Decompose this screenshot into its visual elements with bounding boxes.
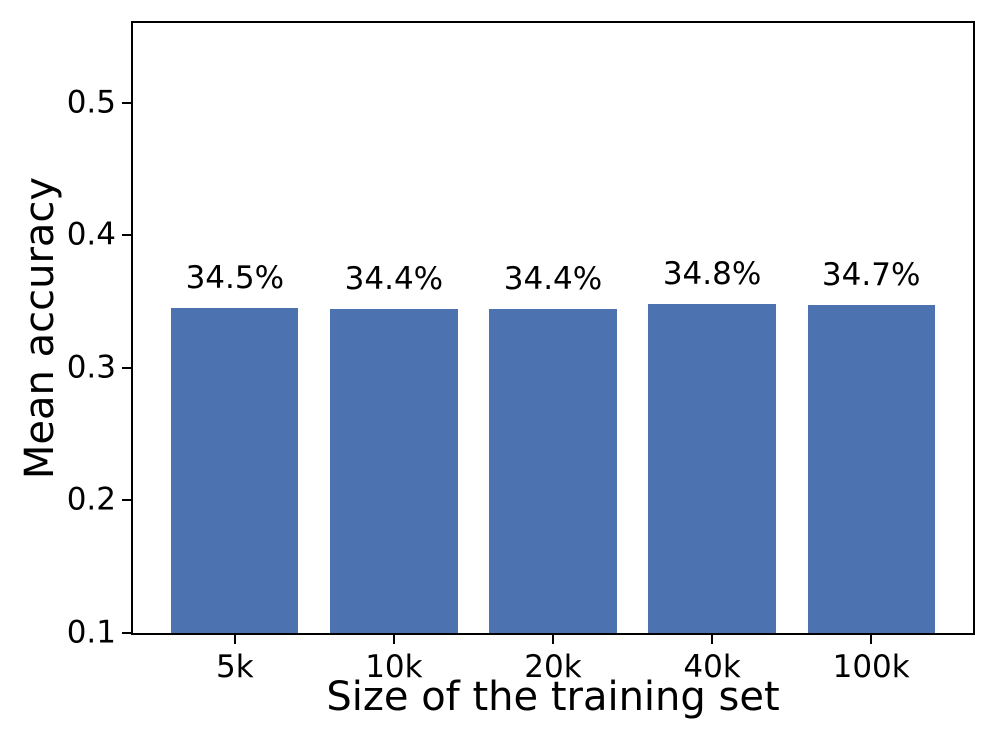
x-axis-tick — [711, 635, 714, 644]
y-tick-label: 0.4 — [66, 216, 116, 253]
bar — [807, 305, 935, 633]
bar — [489, 309, 617, 633]
y-axis-tick — [122, 234, 131, 237]
x-tick-label: 40k — [683, 649, 741, 685]
bar-value-label: 34.8% — [662, 256, 762, 293]
bar-value-label: 34.4% — [503, 261, 603, 298]
plot-area: 0.1 0.2 0.3 0.4 0.5 34.5% 5k 34.4% 10k 34.4% 20k 34… — [67, 21, 975, 685]
y-tick-label: 0.1 — [66, 614, 116, 651]
y-axis-tick — [122, 101, 131, 104]
x-tick-label: 10k — [365, 649, 423, 685]
y-axis-tick — [122, 499, 131, 502]
bar — [171, 308, 299, 633]
x-axis-tick — [552, 635, 554, 644]
y-axis-label: Mean accuracy — [17, 176, 63, 480]
bar-value-label: 34.7% — [821, 257, 921, 294]
x-tick-label: 5k — [215, 649, 254, 685]
x-axis-tick — [233, 635, 236, 644]
bar-value-label: 34.4% — [344, 261, 444, 298]
x-tick-label: 20k — [524, 649, 582, 685]
x-axis-label: Size of the training set — [326, 674, 780, 720]
y-axis-tick — [122, 632, 131, 634]
y-tick-label: 0.5 — [66, 84, 116, 121]
x-tick-label: 100k — [832, 649, 910, 685]
y-tick-label: 0.3 — [66, 349, 116, 386]
y-tick-label: 0.2 — [66, 481, 116, 518]
bar — [648, 304, 776, 633]
x-axis-tick — [870, 635, 873, 644]
bar — [330, 309, 458, 633]
y-axis-tick — [122, 366, 131, 369]
bar-value-label: 34.5% — [185, 260, 285, 297]
x-axis-tick — [392, 635, 395, 644]
